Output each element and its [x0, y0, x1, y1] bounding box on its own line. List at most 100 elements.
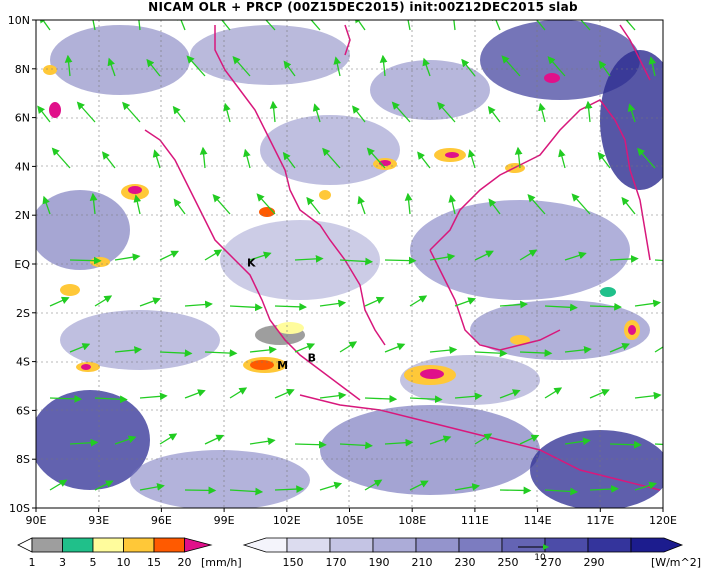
wind-arrow — [366, 147, 386, 169]
wind-arrow — [627, 103, 636, 123]
wind-arrow — [564, 251, 587, 261]
wind-arrow — [39, 20, 51, 31]
wind-arrow — [454, 483, 481, 491]
legend-swatch — [286, 537, 331, 553]
map-title: NICAM OLR + PRCP (00Z15DEC2015) init:00Z… — [148, 0, 578, 14]
wind-arrow — [69, 256, 102, 265]
wind-arrow — [654, 346, 663, 353]
graticule — [36, 20, 663, 508]
wind-arrow — [461, 58, 476, 77]
wind-arrow — [487, 105, 501, 123]
reference-vector-label: 10 — [534, 553, 546, 563]
lon-label: 96E — [151, 514, 172, 527]
wind-arrow — [229, 487, 264, 496]
wind-arrow — [184, 300, 213, 309]
wind-arrow — [177, 20, 186, 31]
wind-arrow — [391, 101, 411, 123]
wind-arrow — [49, 479, 68, 491]
legend-swatch — [544, 537, 589, 553]
wind-arrow — [69, 438, 99, 447]
wind-arrow — [354, 20, 366, 31]
wind-arrow — [152, 149, 161, 169]
place-label: B — [308, 352, 316, 365]
wind-arrow — [223, 102, 231, 123]
wind-arrow — [584, 100, 593, 123]
wind-arrow — [519, 249, 538, 261]
wind-arrow — [51, 147, 71, 169]
wind-arrow — [429, 346, 458, 354]
wind-arrow — [499, 300, 529, 309]
legend-swatch — [242, 537, 288, 553]
legend-swatch — [458, 537, 503, 553]
wind-arrow — [294, 343, 316, 353]
wind-arrow — [114, 253, 141, 262]
lon-label: 105E — [336, 514, 364, 527]
wind-arrow — [621, 196, 636, 215]
wind-arrow — [92, 20, 96, 31]
wind-arrow — [564, 345, 592, 354]
wind-arrow — [339, 441, 373, 450]
wind-arrow — [199, 146, 208, 169]
wind-arrow — [146, 58, 161, 77]
wind-arrow — [319, 391, 347, 400]
wind-arrow — [364, 395, 398, 403]
wind-arrow — [384, 343, 406, 353]
legend-tick: 20 — [178, 556, 192, 569]
wind-arrow — [544, 487, 579, 496]
wind-arrow — [122, 101, 141, 123]
wind-arrow — [547, 56, 566, 77]
wind-arrow — [212, 194, 231, 215]
wind-arrow — [409, 395, 443, 404]
wind-arrow — [384, 256, 417, 265]
legend-tick: 1 — [29, 556, 36, 569]
wind-arrow — [322, 147, 341, 169]
wind-arrow — [256, 193, 276, 215]
wind-arrow — [274, 485, 305, 493]
wind-arrow — [589, 485, 619, 493]
wind-arrow — [519, 349, 553, 357]
wind-arrow — [49, 296, 70, 307]
wind-arrow — [339, 257, 374, 266]
wind-arrow — [37, 105, 51, 123]
lat-label: 4S — [16, 356, 30, 369]
lon-label: 117E — [586, 514, 614, 527]
lon-label: 108E — [398, 514, 426, 527]
legend-tick: 3 — [59, 556, 66, 569]
wind-arrow — [379, 54, 388, 77]
wind-arrow — [454, 297, 477, 307]
wind-arrow — [294, 440, 327, 449]
wind-arrow — [159, 250, 180, 261]
lat-label: 10N — [8, 14, 30, 27]
legend-tick: 270 — [541, 556, 562, 569]
wind-arrow — [609, 255, 639, 263]
lat-label: 8S — [16, 453, 30, 466]
wind-arrow — [634, 481, 657, 491]
legend-swatch — [415, 537, 460, 553]
lon-label: 114E — [524, 514, 552, 527]
wind-arrow — [49, 395, 83, 403]
wind-arrow — [654, 259, 663, 262]
wind-arrow — [204, 434, 225, 445]
wind-arrow — [69, 343, 91, 353]
lon-label: 90E — [26, 514, 47, 527]
wind-arrow — [404, 192, 413, 215]
legend-swatch — [92, 537, 124, 553]
lat-label: 2S — [16, 307, 30, 320]
wind-arrow — [409, 480, 429, 491]
wind-arrow — [139, 297, 161, 307]
wind-arrow — [499, 389, 521, 399]
wind-arrow — [274, 388, 295, 399]
map-place-labels: K M B — [247, 256, 316, 371]
wind-arrow — [310, 20, 321, 31]
wind-arrow — [492, 20, 501, 31]
wind-arrow — [249, 346, 277, 354]
legend-swatch — [501, 537, 546, 553]
wind-arrow — [437, 101, 456, 123]
wind-arrow — [283, 60, 296, 77]
wind-arrow — [94, 295, 113, 307]
wind-arrow — [474, 433, 493, 445]
wind-arrow — [589, 302, 622, 311]
place-label: K — [247, 256, 256, 269]
wind-arrow — [352, 105, 366, 123]
lon-label: 120E — [649, 514, 677, 527]
